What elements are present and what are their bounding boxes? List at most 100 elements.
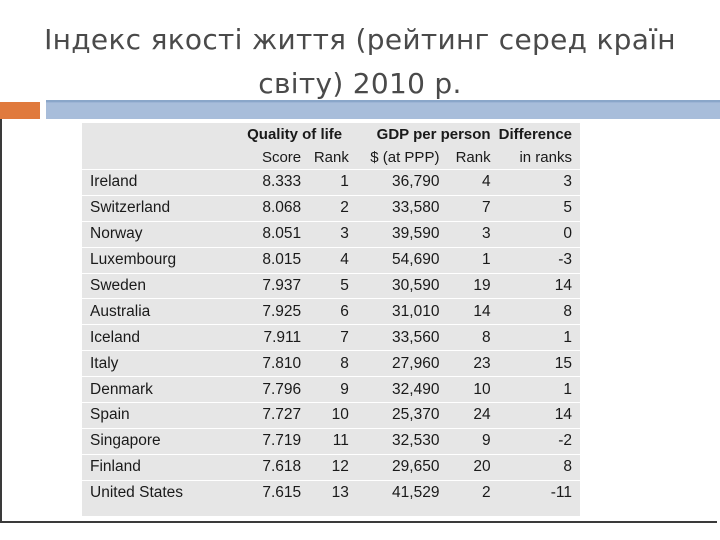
cell-difference: 0 [494, 220, 580, 248]
accent-rule-blue [46, 100, 720, 103]
cell-gdp: 27,960 [352, 350, 444, 377]
cell-difference: 1 [494, 324, 580, 351]
cell-score: 7.618 [236, 453, 306, 481]
table-row: Denmark 7.796 9 32,490 10 1 [82, 376, 580, 403]
quality-of-life-table: Quality of life GDP per person Differenc… [82, 123, 580, 516]
cell-gdp-rank: 7 [443, 194, 495, 222]
cell-country: Switzerland [82, 194, 237, 222]
cell-gdp-rank: 3 [443, 220, 495, 248]
cell-gdp-rank: 2 [443, 479, 495, 507]
table-row: Italy 7.810 8 27,960 23 15 [82, 350, 580, 377]
table-row: Australia 7.925 6 31,010 14 8 [82, 298, 580, 325]
cell-score: 7.796 [236, 376, 306, 403]
cell-difference: 8 [494, 453, 580, 481]
cell-country: Luxembourg [82, 246, 237, 274]
cell-gdp: 29,650 [352, 453, 444, 481]
cell-country: Sweden [82, 272, 237, 299]
subheader-gdp-unit: $ (at PPP) [370, 149, 440, 166]
cell-gdp-rank: 19 [443, 272, 495, 299]
cell-gdp-rank: 1 [443, 246, 495, 274]
cell-score: 7.727 [236, 402, 306, 429]
cell-country: Australia [82, 298, 237, 325]
cell-difference: 8 [494, 298, 580, 325]
cell-quality-rank: 5 [305, 272, 353, 299]
cell-gdp-rank: 23 [443, 350, 495, 377]
subheader-quality-rank: Rank [313, 149, 349, 166]
cell-gdp: 31,010 [352, 298, 444, 325]
cell-quality-rank: 2 [305, 194, 353, 222]
cell-gdp: 33,560 [352, 324, 444, 351]
cell-country: Denmark [82, 376, 237, 403]
cell-country: Norway [82, 220, 237, 248]
cell-gdp: 32,530 [352, 427, 444, 455]
content-frame [0, 119, 717, 523]
cell-difference: 5 [494, 194, 580, 222]
table-row: Ireland 8.333 1 36,790 4 3 [82, 169, 580, 196]
cell-score: 8.333 [236, 169, 306, 196]
cell-gdp: 32,490 [352, 376, 444, 403]
subheader-gdp-rank: Rank [455, 149, 491, 166]
cell-country: Spain [82, 402, 237, 429]
accent-bar-orange [0, 102, 40, 119]
cell-score: 7.937 [236, 272, 306, 299]
cell-gdp-rank: 14 [443, 298, 495, 325]
table-header-row-1: Quality of life GDP per person Differenc… [82, 123, 580, 146]
slide-title: Індекс якості життя (рейтинг серед країн… [0, 18, 720, 106]
header-gdp-per-person: GDP per person [376, 126, 491, 143]
cell-gdp-rank: 9 [443, 427, 495, 455]
slide-title-line-1: Індекс якості життя (рейтинг серед країн [44, 23, 676, 56]
cell-country: Ireland [82, 169, 237, 196]
subheader-country-blank [82, 146, 236, 170]
slide-title-line-2: світу) 2010 р. [258, 67, 462, 100]
cell-quality-rank: 3 [305, 220, 353, 248]
cell-country: Singapore [82, 427, 237, 455]
cell-gdp-rank: 10 [443, 376, 495, 403]
table-row: Finland 7.618 12 29,650 20 8 [82, 453, 580, 481]
cell-score: 7.911 [236, 324, 306, 351]
cell-difference: 14 [494, 402, 580, 429]
header-difference: Difference [498, 126, 572, 143]
ranking-table: Quality of life GDP per person Differenc… [82, 123, 580, 507]
cell-gdp: 39,590 [352, 220, 444, 248]
cell-gdp-rank: 20 [443, 453, 495, 481]
cell-score: 7.810 [236, 350, 306, 377]
cell-gdp-rank: 24 [443, 402, 495, 429]
cell-quality-rank: 4 [305, 246, 353, 274]
cell-difference: 3 [494, 169, 580, 196]
cell-gdp: 41,529 [352, 479, 444, 507]
cell-score: 7.925 [236, 298, 306, 325]
cell-difference: 1 [494, 376, 580, 403]
cell-gdp: 54,690 [352, 246, 444, 274]
cell-score: 8.015 [236, 246, 306, 274]
cell-quality-rank: 8 [305, 350, 353, 377]
table-header-row-2: Score Rank $ (at PPP) Rank in ranks [82, 146, 580, 170]
cell-quality-rank: 6 [305, 298, 353, 325]
table-row: Luxembourg 8.015 4 54,690 1 -3 [82, 246, 580, 274]
cell-score: 7.615 [236, 479, 306, 507]
header-country-blank [82, 123, 236, 146]
header-quality-of-life: Quality of life [247, 126, 343, 143]
cell-score: 8.051 [236, 220, 306, 248]
cell-difference: -11 [494, 479, 580, 507]
cell-country: Italy [82, 350, 237, 377]
cell-difference: 14 [494, 272, 580, 299]
cell-gdp: 25,370 [352, 402, 444, 429]
cell-gdp: 30,590 [352, 272, 444, 299]
cell-gdp: 33,580 [352, 194, 444, 222]
cell-quality-rank: 7 [305, 324, 353, 351]
subheader-score: Score [261, 149, 302, 166]
cell-gdp-rank: 8 [443, 324, 495, 351]
cell-quality-rank: 12 [305, 453, 353, 481]
cell-quality-rank: 10 [305, 402, 353, 429]
table-row: Singapore 7.719 11 32,530 9 -2 [82, 427, 580, 455]
cell-score: 7.719 [236, 427, 306, 455]
cell-score: 8.068 [236, 194, 306, 222]
table-row: Norway 8.051 3 39,590 3 0 [82, 220, 580, 248]
table-row: Iceland 7.911 7 33,560 8 1 [82, 324, 580, 351]
cell-country: Iceland [82, 324, 237, 351]
cell-gdp-rank: 4 [443, 169, 495, 196]
cell-quality-rank: 1 [305, 169, 353, 196]
table-row: Sweden 7.937 5 30,590 19 14 [82, 272, 580, 299]
table-row: Switzerland 8.068 2 33,580 7 5 [82, 194, 580, 222]
cell-difference: -2 [494, 427, 580, 455]
